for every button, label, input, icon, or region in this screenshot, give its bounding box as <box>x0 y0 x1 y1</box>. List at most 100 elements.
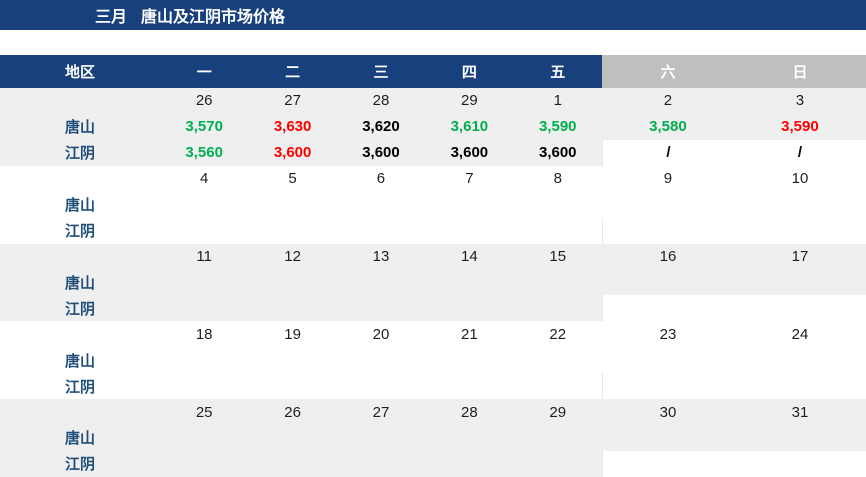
price-cell: 3,560 <box>160 139 249 166</box>
price-cell <box>425 269 514 296</box>
row-label-jiangyin: 江阴 <box>64 378 95 396</box>
column-header-region: 地区 <box>0 55 160 88</box>
price-cell <box>514 218 602 244</box>
row-label-tangshan: 唐山 <box>0 269 160 296</box>
price-cell <box>248 424 337 451</box>
price-cell <box>425 347 513 373</box>
price-cell: / <box>601 139 734 166</box>
price-cell: 3,590 <box>513 113 602 140</box>
date-cell: 8 <box>553 170 562 188</box>
price-cell <box>160 192 248 218</box>
price-cell <box>425 450 514 477</box>
price-cell <box>734 192 866 218</box>
column-header-thu: 四 <box>425 55 514 88</box>
date-cell: 4 <box>200 170 209 188</box>
date-cell: 30 <box>601 399 734 425</box>
column-header-sun: 日 <box>733 55 866 88</box>
empty-cell <box>0 321 160 347</box>
price-cell <box>601 217 734 244</box>
price-cell <box>601 269 734 296</box>
date-cell: 26 <box>160 88 249 114</box>
date-cell: 5 <box>288 170 297 188</box>
price-cell: 3,600 <box>513 139 602 166</box>
row-label-tangshan: 唐山 <box>64 197 95 215</box>
price-cell: 3,570 <box>160 113 249 140</box>
row-label-tangshan: 唐山 <box>0 113 160 140</box>
price-cell <box>514 192 602 218</box>
price-cell: 3,610 <box>425 113 514 140</box>
price-cell <box>337 218 425 244</box>
date-cell: 17 <box>733 243 866 270</box>
date-cell: 23 <box>659 325 677 343</box>
date-cell: 25 <box>160 399 249 425</box>
price-cell <box>248 450 337 477</box>
column-header-sat: 六 <box>601 55 734 88</box>
date-cell: 7 <box>465 170 474 188</box>
price-cell <box>602 347 734 373</box>
price-cell <box>248 218 336 244</box>
price-cell <box>425 373 513 399</box>
price-cell <box>336 295 426 322</box>
price-cell <box>514 347 602 373</box>
empty-cell <box>0 243 160 270</box>
price-cell: 3,620 <box>336 113 426 140</box>
row-label-jiangyin: 江阴 <box>0 450 160 477</box>
date-cell: 27 <box>248 88 337 114</box>
empty-cell <box>0 88 160 114</box>
price-cell: 3,600 <box>248 139 337 166</box>
price-cell <box>160 218 248 244</box>
date-cell: 11 <box>160 243 249 270</box>
date-cell: 2 <box>601 88 734 114</box>
date-cell: 1 <box>513 88 602 114</box>
price-cell <box>425 192 513 218</box>
row-label-tangshan: 唐山 <box>64 352 95 370</box>
date-cell: 13 <box>336 243 426 270</box>
price-cell <box>248 347 336 373</box>
price-cell <box>337 347 425 373</box>
row-label-jiangyin: 江阴 <box>64 223 95 241</box>
price-cell <box>336 450 426 477</box>
date-cell: 9 <box>663 170 673 188</box>
price-cell <box>160 347 248 373</box>
price-cell <box>248 192 336 218</box>
date-cell: 21 <box>461 325 478 343</box>
date-cell: 29 <box>425 88 514 114</box>
spacer <box>0 30 866 55</box>
price-cell <box>248 295 337 322</box>
price-cell <box>248 269 337 296</box>
price-cell <box>601 373 734 400</box>
row-label-tangshan: 唐山 <box>0 424 160 451</box>
date-cell: 29 <box>513 399 602 425</box>
column-header-wed: 三 <box>336 55 426 88</box>
price-cell <box>733 424 866 451</box>
empty-cell <box>0 399 160 425</box>
date-cell: 28 <box>336 88 426 114</box>
date-cell: 16 <box>601 243 734 270</box>
price-cell <box>601 424 734 451</box>
date-cell: 26 <box>248 399 337 425</box>
price-cell <box>513 450 602 477</box>
price-cell <box>601 295 734 322</box>
date-cell: 27 <box>336 399 426 425</box>
date-cell: 22 <box>549 325 567 343</box>
date-cell: 19 <box>284 325 301 343</box>
price-cell <box>160 269 249 296</box>
title-bar: 三月 唐山及江阴市场价格 <box>0 0 866 30</box>
row-label-jiangyin: 江阴 <box>0 295 160 322</box>
price-cell <box>160 424 249 451</box>
date-cell: 31 <box>733 399 866 425</box>
price-cell <box>513 424 602 451</box>
price-cell <box>733 269 866 296</box>
price-cell <box>601 450 734 477</box>
price-cell <box>425 424 514 451</box>
price-cell <box>733 450 866 477</box>
price-cell <box>336 424 426 451</box>
column-header-fri: 五 <box>513 55 602 88</box>
title-month: 三月 <box>95 9 128 26</box>
empty-cell <box>0 166 160 192</box>
column-header-tue: 二 <box>248 55 337 88</box>
price-cell <box>513 269 602 296</box>
date-cell: 12 <box>248 243 337 270</box>
date-cell: 18 <box>195 325 213 343</box>
date-cell: 20 <box>372 325 390 343</box>
